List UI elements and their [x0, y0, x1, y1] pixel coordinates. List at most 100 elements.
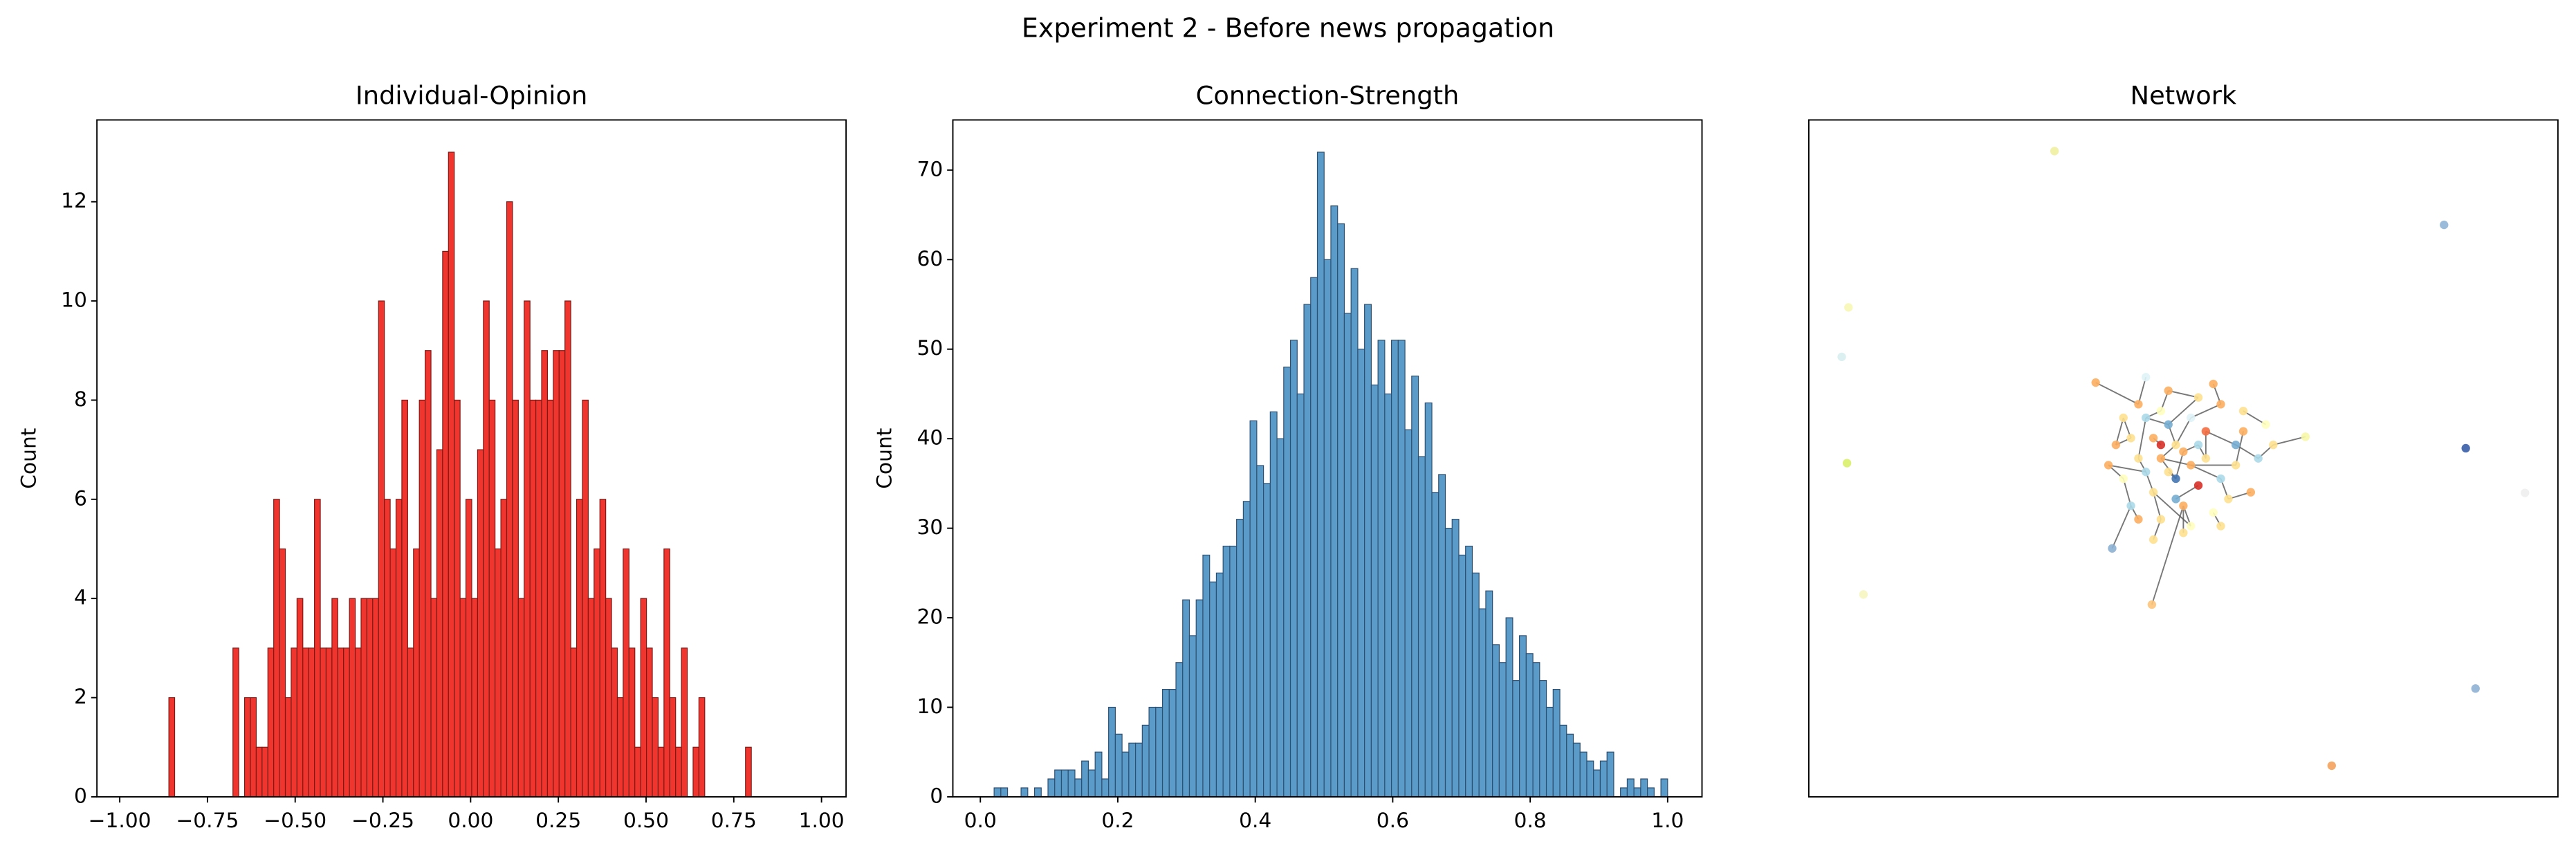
node [2111, 440, 2121, 450]
bar [413, 548, 420, 798]
x-tick-label: 0.25 [535, 808, 581, 832]
bar [1572, 742, 1581, 798]
node [2142, 373, 2151, 382]
bar [1599, 760, 1608, 798]
x-tick-label: −0.50 [264, 808, 326, 832]
bar [1168, 688, 1177, 798]
x-tick-label: 1.0 [1651, 808, 1684, 832]
edge [2273, 436, 2306, 446]
y-tick-label: 20 [917, 605, 943, 629]
bar [465, 499, 472, 798]
node [1844, 303, 1853, 312]
node [2050, 147, 2059, 156]
y-tick-label: 4 [74, 585, 87, 609]
node [2147, 600, 2157, 609]
bar [1458, 554, 1466, 798]
edge [2190, 464, 2221, 479]
bar [243, 697, 251, 798]
bar [1054, 769, 1062, 798]
bar [1512, 680, 1520, 798]
y-tick-label: 10 [917, 694, 943, 718]
bar [296, 598, 304, 798]
bar [1316, 151, 1325, 798]
bar [1175, 662, 1184, 798]
bar [232, 647, 239, 798]
bar [1350, 268, 1359, 798]
bar [1296, 393, 1305, 798]
bar [1101, 778, 1110, 798]
node [2209, 379, 2218, 389]
node [2440, 220, 2449, 230]
bar [1188, 635, 1197, 798]
bar [1539, 680, 1547, 798]
node [2126, 501, 2135, 511]
bar [1249, 420, 1258, 798]
bar [1438, 474, 1446, 798]
bar [314, 499, 321, 798]
bar [1525, 653, 1534, 798]
node [2521, 488, 2530, 497]
bar [1660, 778, 1668, 798]
bar [1114, 733, 1123, 798]
bar [1000, 787, 1009, 798]
bar [1074, 778, 1083, 798]
edge [2175, 484, 2199, 500]
bar [692, 746, 699, 798]
node [2201, 454, 2211, 463]
subplot-title: Connection-Strength [1196, 81, 1460, 111]
bar [1108, 706, 1116, 798]
bar [1384, 393, 1392, 798]
bar [558, 350, 566, 798]
bar [576, 499, 583, 798]
bar [1620, 787, 1628, 798]
bar [1532, 662, 1540, 798]
bar [1242, 501, 1251, 798]
node [2142, 468, 2151, 477]
bar [587, 598, 595, 798]
bar [1155, 706, 1163, 798]
x-tick-label: 0.6 [1377, 808, 1409, 832]
bar [993, 787, 1002, 798]
y-tick-label: 0 [74, 783, 87, 807]
y-tick-label: 40 [917, 425, 943, 450]
node [2216, 522, 2225, 531]
bar [1195, 599, 1204, 798]
bar [1364, 304, 1372, 798]
bar [343, 647, 350, 798]
node [1842, 459, 1852, 468]
bar [488, 399, 496, 798]
bar [1182, 599, 1190, 798]
bar [599, 499, 607, 798]
bar [1337, 223, 1345, 798]
node [2216, 400, 2225, 409]
bar [1209, 581, 1217, 798]
edge [2137, 376, 2147, 405]
x-tick-label: 1.00 [799, 808, 845, 832]
x-tick-label: 0.50 [623, 808, 669, 832]
node [2224, 495, 2233, 504]
node [2269, 440, 2278, 450]
bar [1431, 492, 1439, 798]
bar [657, 746, 665, 798]
bar [273, 499, 280, 798]
edge [2175, 417, 2192, 445]
bar [1519, 635, 1527, 798]
bar [1370, 384, 1379, 798]
node [2254, 454, 2263, 463]
bar [1606, 751, 1614, 798]
bar [1391, 340, 1399, 798]
y-axis-label: Count [872, 428, 896, 489]
node [2327, 761, 2336, 771]
bar [255, 746, 263, 798]
node [2142, 413, 2151, 423]
bar [553, 350, 560, 798]
bar [646, 647, 653, 798]
edge [2160, 457, 2191, 466]
bar [291, 647, 297, 798]
node [2164, 386, 2173, 395]
bar [669, 697, 677, 798]
node [2156, 440, 2166, 450]
bar [366, 598, 374, 798]
node [2119, 413, 2128, 423]
bar [1498, 662, 1507, 798]
